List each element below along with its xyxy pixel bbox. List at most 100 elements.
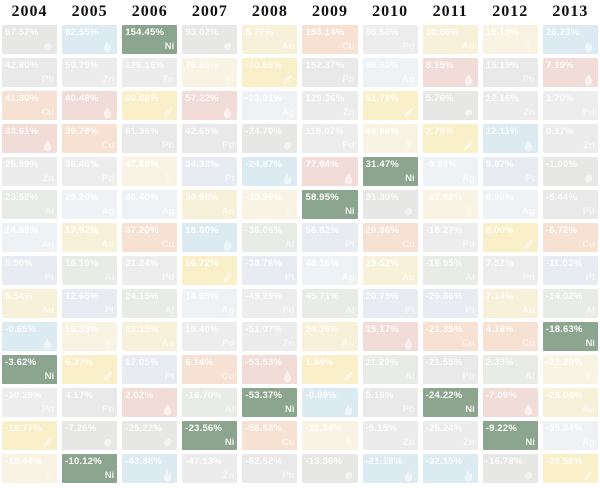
return-value: 16.72% xyxy=(185,258,219,269)
commodity-symbol-aluminum: Al xyxy=(345,305,355,316)
return-cell-lead: 61.36% Pb xyxy=(122,124,178,153)
year-column-2007: 2007 93.02% 76.65% 57.22% 42.65% Pb 34.33% Pt 30… xyxy=(182,2,238,483)
return-cell-natural_gas: 18.80% xyxy=(182,223,238,252)
commodity-symbol-nickel: Ni xyxy=(345,206,355,217)
return-value: -43.88% xyxy=(125,456,162,467)
commodity-symbol-lead: Pb xyxy=(402,404,415,415)
return-cell-coal: 67.57% xyxy=(2,25,58,54)
return-value: -5.15% xyxy=(365,423,397,434)
return-value: -24.70% xyxy=(245,126,283,137)
commodity-symbol-silver: Ag xyxy=(522,206,535,217)
coal-icon xyxy=(402,205,415,218)
return-cell-natural_gas: -24.87% xyxy=(242,157,298,186)
return-value: -23.56% xyxy=(185,423,223,434)
commodity-symbol-gold: Au xyxy=(462,41,475,52)
return-cell-wheat: 19.19% xyxy=(482,25,538,54)
return-value: -38.76% xyxy=(245,258,283,269)
return-value: -18.44% xyxy=(5,456,42,467)
return-cell-corn: 1.84% xyxy=(302,355,358,384)
return-value: 10.06% xyxy=(425,27,460,38)
corn-icon xyxy=(161,106,174,119)
year-header: 2008 xyxy=(251,3,288,20)
return-value: 9.87% xyxy=(485,159,514,170)
wheat-icon xyxy=(41,469,54,482)
return-cell-palladium: -10.29% Pd xyxy=(2,388,58,417)
return-cell-platinum: 56.82% Pt xyxy=(302,223,358,252)
flame-icon xyxy=(41,337,54,350)
return-cell-wheat: 76.65% xyxy=(182,58,238,87)
return-value: 11.29% xyxy=(365,357,399,368)
return-cell-copper: 37.20% Cu xyxy=(122,223,178,252)
return-value: 10.40% xyxy=(185,324,219,335)
return-value: 1.84% xyxy=(305,357,334,368)
return-value: 6.37% xyxy=(65,357,94,368)
return-cell-coal: -1.00% xyxy=(542,157,598,186)
return-cell-nickel: -18.63% Ni xyxy=(542,322,598,351)
return-cell-platinum: 17.05% Pt xyxy=(122,355,178,384)
return-value: -10.65% xyxy=(245,60,283,71)
return-cell-coal: -25.22% xyxy=(122,421,178,450)
return-value: -10.29% xyxy=(5,390,42,401)
return-cell-palladium: 10.40% Pd xyxy=(182,322,238,351)
return-value: 154.45% xyxy=(125,27,165,38)
return-cell-gold: 10.06% Au xyxy=(422,25,478,54)
return-value: 36.46% xyxy=(65,159,99,170)
return-cell-oil: 77.94% xyxy=(302,157,358,186)
return-cell-natural_gas: -0.89% xyxy=(302,388,358,417)
return-cell-lead: 5.16% Pb xyxy=(362,388,418,417)
commodity-symbol-gold: Au xyxy=(341,338,355,349)
return-value: 0.17% xyxy=(545,126,574,137)
return-cell-natural_gas: -0.65% xyxy=(2,322,58,351)
return-cell-zinc: 25.99% Zn xyxy=(2,157,58,186)
year-header: 2009 xyxy=(312,3,349,20)
commodity-symbol-copper: Cu xyxy=(161,239,175,250)
return-cell-platinum: -38.76% Pt xyxy=(242,256,298,285)
return-cell-aluminum: 24.15% Al xyxy=(122,289,178,318)
commodity-symbol-palladium: Pd xyxy=(342,140,355,151)
commodity-symbol-silver: Ag xyxy=(582,437,595,448)
return-value: -16.77% xyxy=(5,423,42,434)
return-cell-corn: 2.78% xyxy=(422,124,478,153)
return-cell-coal: 93.02% xyxy=(182,25,238,54)
corn-icon xyxy=(221,271,234,284)
return-value: 56.82% xyxy=(305,225,339,236)
return-value: 40.48% xyxy=(65,93,99,104)
return-value: 14.89% xyxy=(5,225,39,236)
return-value: -24.87% xyxy=(245,159,283,170)
return-cell-platinum: 34.33% Pt xyxy=(182,157,238,186)
commodity-symbol-aluminum: Al xyxy=(224,404,235,415)
wheat-icon xyxy=(221,73,234,86)
return-value: 7.19% xyxy=(545,60,574,71)
commodity-symbol-copper: Cu xyxy=(221,371,235,382)
commodity-symbol-copper: Cu xyxy=(462,338,475,349)
commodity-symbol-palladium: Pd xyxy=(162,272,175,283)
commodity-symbol-aluminum: Al xyxy=(44,206,55,217)
commodity-symbol-silver: Ag xyxy=(161,206,175,217)
coal-icon xyxy=(281,139,294,152)
return-cell-lead: 152.37% Pb xyxy=(302,58,358,87)
wheat-icon xyxy=(402,139,415,152)
return-value: 16.19% xyxy=(65,258,99,269)
corn-icon xyxy=(402,106,415,119)
return-value: 6.14% xyxy=(185,357,214,368)
corn-icon xyxy=(281,73,294,86)
year-header: 2010 xyxy=(372,3,409,20)
return-cell-palladium: 118.07% Pd xyxy=(302,124,358,153)
return-cell-nickel: 58.95% Ni xyxy=(302,190,358,219)
return-value: 152.37% xyxy=(305,60,345,71)
return-cell-copper: 41.30% Cu xyxy=(2,91,58,120)
commodity-symbol-nickel: Ni xyxy=(164,41,175,52)
return-value: -25.22% xyxy=(125,423,162,434)
commodity-symbol-platinum: Pt xyxy=(465,305,475,316)
return-cell-copper: 29.96% Cu xyxy=(362,223,418,252)
commodity-symbol-lead: Pb xyxy=(102,404,115,415)
return-value: 4.17% xyxy=(65,390,94,401)
commodity-symbol-palladium: Pd xyxy=(582,107,595,118)
commodity-symbol-zinc: Zn xyxy=(162,74,175,85)
return-value: 12.11% xyxy=(485,126,519,137)
return-value: -24.22% xyxy=(425,390,463,401)
commodity-symbol-lead: Pb xyxy=(342,74,355,85)
commodity-symbol-zinc: Zn xyxy=(102,74,115,85)
return-cell-aluminum: 45.71% Al xyxy=(302,289,358,318)
coal-icon xyxy=(161,436,174,449)
